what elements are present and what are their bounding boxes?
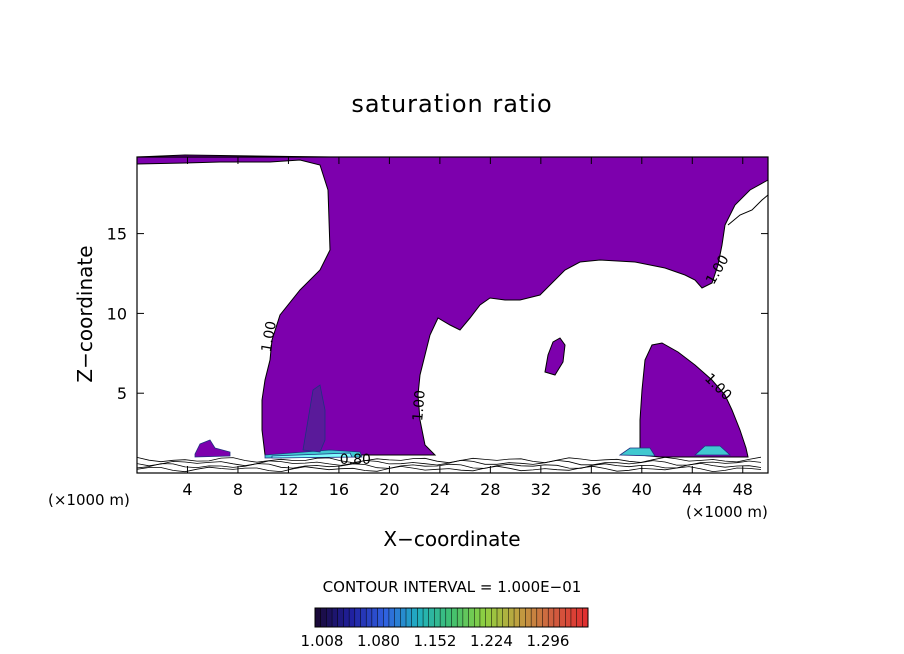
colorbar-swatch-0 <box>315 608 321 627</box>
main-region <box>136 154 769 456</box>
cloud-blob-1 <box>271 452 353 459</box>
y-axis-label: Z−coordinate <box>73 245 97 382</box>
colorbar-swatch-25 <box>457 608 464 627</box>
x-tick-label-0: 4 <box>182 480 192 499</box>
colorbar-swatch-31 <box>491 608 498 627</box>
colorbar-swatch-11 <box>377 608 384 627</box>
colorbar-swatch-13 <box>388 608 395 627</box>
colorbar-swatch-39 <box>536 608 543 627</box>
colorbar-tick-4: 1.296 <box>527 632 570 650</box>
contour-label-4: 0.80 <box>340 452 371 468</box>
colorbar-swatch-29 <box>479 608 486 627</box>
colorbar-swatch-10 <box>371 608 378 627</box>
y-tick-label-2: 15 <box>107 225 127 244</box>
low-saturation-contours <box>136 456 762 473</box>
colorbar-swatch-27 <box>468 608 475 627</box>
cloud-blob-5 <box>302 384 326 453</box>
colorbar-swatch-41 <box>548 608 555 627</box>
colorbar-swatch-3 <box>332 608 339 627</box>
contour-label-1: 1.00 <box>410 389 429 421</box>
surface-contour-1 <box>136 459 762 467</box>
colorbar-swatch-33 <box>502 608 509 627</box>
chart-title: saturation ratio <box>351 90 552 118</box>
colorbar-swatch-15 <box>400 608 407 627</box>
colorbar-tick-0: 1.008 <box>301 632 344 650</box>
x-tick-label-9: 40 <box>632 480 652 499</box>
right-plume-region <box>639 342 749 458</box>
surface-contour-0 <box>136 456 762 464</box>
colorbar-frame <box>314 607 589 628</box>
colorbar-swatch-24 <box>451 608 458 627</box>
x-tick-label-3: 16 <box>329 480 349 499</box>
x-tick-label-7: 32 <box>531 480 551 499</box>
colorbar-swatch-34 <box>508 608 515 627</box>
colorbar-swatch-47 <box>582 608 589 627</box>
x-tick-label-11: 48 <box>733 480 753 499</box>
colorbar-swatch-1 <box>320 608 327 627</box>
cloud-blob-2 <box>194 439 231 458</box>
x-tick-label-10: 44 <box>682 480 702 499</box>
x-tick-label-5: 24 <box>430 480 450 499</box>
colorbar-swatch-32 <box>497 608 503 627</box>
colorbar-swatch-8 <box>360 608 367 627</box>
colorbar-swatch-21 <box>434 608 441 627</box>
boundary-line <box>727 194 769 226</box>
colorbar-swatch-18 <box>417 608 424 627</box>
island-region <box>544 337 566 376</box>
surface-contour-3 <box>136 465 762 473</box>
colorbar-swatch-6 <box>349 608 356 627</box>
supersaturated-region <box>136 154 769 459</box>
colorbar-swatch-45 <box>570 608 577 627</box>
x-tick-label-4: 20 <box>379 480 399 499</box>
x-axis-label: X−coordinate <box>383 527 520 551</box>
colorbar-tick-1: 1.080 <box>357 632 400 650</box>
colorbar-swatch-4 <box>337 608 344 627</box>
colorbar-swatch-46 <box>576 608 583 627</box>
colorbar-swatch-2 <box>326 608 333 627</box>
x-tick-label-8: 36 <box>581 480 601 499</box>
colorbar-swatch-35 <box>514 608 521 627</box>
colorbar-swatch-22 <box>440 608 447 627</box>
colorbar-swatch-40 <box>542 608 549 627</box>
colorbar-swatch-44 <box>565 608 572 627</box>
x-tick-label-2: 12 <box>278 480 298 499</box>
colorbar-swatch-36 <box>519 608 526 627</box>
cloud-blob-3 <box>618 447 656 457</box>
colorbar-swatch-28 <box>474 608 481 627</box>
surface-contour-2 <box>136 462 762 469</box>
colorbar-swatch-9 <box>366 608 373 627</box>
colorbar-swatch-30 <box>485 608 492 627</box>
colorbar-swatch-23 <box>445 608 452 627</box>
y-tick-label-0: 5 <box>117 384 127 403</box>
colorbar-swatch-17 <box>411 608 418 627</box>
x-tick-label-6: 28 <box>480 480 500 499</box>
colorbar-swatch-7 <box>354 608 361 627</box>
colorbar-swatch-38 <box>531 608 538 627</box>
colorbar <box>314 607 589 628</box>
x-tick-label-1: 8 <box>233 480 243 499</box>
y-axis-ticks: 5 10 15 <box>107 225 768 403</box>
colorbar-tick-labels: 1.008 1.080 1.152 1.224 1.296 <box>301 632 570 650</box>
contour-label-0: 1.00 <box>259 320 280 353</box>
colorbar-tick-3: 1.224 <box>470 632 513 650</box>
colorbar-swatch-42 <box>553 608 560 627</box>
cloud-blob-4 <box>693 445 732 456</box>
x-axis-ticks: 4 8 12 16 20 24 28 32 36 40 44 48 <box>182 157 753 499</box>
colorbar-swatch-14 <box>394 608 401 627</box>
colorbar-swatch-16 <box>406 608 412 627</box>
colorbar-swatch-5 <box>343 608 350 627</box>
colorbar-tick-2: 1.152 <box>414 632 457 650</box>
x-unit-label-left: (×1000 m) <box>48 491 130 509</box>
contour-interval-label: CONTOUR INTERVAL = 1.000E−01 <box>323 578 582 596</box>
colorbar-swatch-26 <box>462 608 469 627</box>
colorbar-swatch-37 <box>525 608 532 627</box>
plot-frame <box>136 156 769 474</box>
y-tick-label-1: 10 <box>107 304 127 323</box>
colorbar-swatch-12 <box>383 608 390 627</box>
colorbar-swatch-20 <box>428 608 435 627</box>
x-unit-label-right: (×1000 m) <box>686 503 768 521</box>
colorbar-swatch-43 <box>559 608 566 627</box>
colorbar-swatch-19 <box>423 608 430 627</box>
